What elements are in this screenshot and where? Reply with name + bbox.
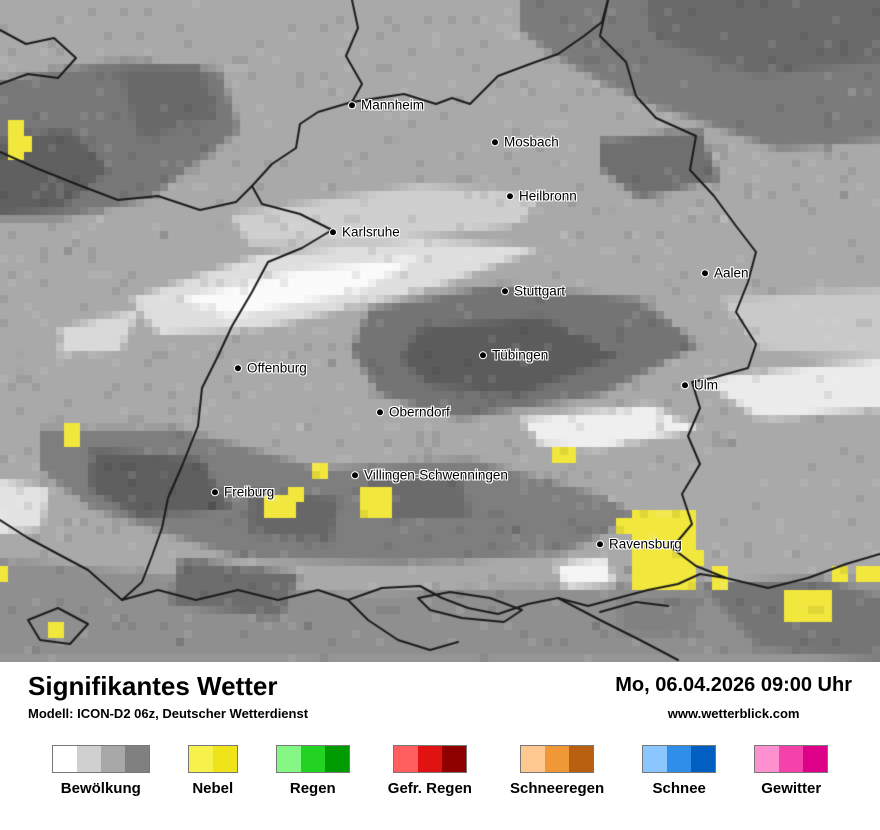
city-dot — [479, 351, 487, 359]
legend-color-swatch — [212, 746, 237, 772]
legend-color-swatch — [569, 746, 594, 772]
city-label: Karlsruhe — [342, 224, 400, 240]
legend-color-swatch — [52, 746, 77, 772]
city-marker-ulm: Ulm — [681, 378, 718, 392]
legend-swatches — [187, 745, 238, 773]
city-dot — [701, 269, 709, 277]
city-marker-villingen-schwenningen: Villingen-Schwenningen — [351, 468, 508, 482]
legend-color-swatch — [691, 746, 716, 772]
city-marker-karlsruhe: Karlsruhe — [329, 225, 400, 239]
city-label: Heilbronn — [519, 188, 577, 204]
website-url: www.wetterblick.com — [667, 706, 800, 721]
legend-label: Nebel — [192, 780, 234, 797]
city-label: Aalen — [714, 265, 749, 281]
legend-swatches — [642, 745, 717, 773]
legend-color-swatch — [417, 746, 442, 772]
legend-color-swatch — [124, 746, 149, 772]
city-dot — [329, 228, 337, 236]
weather-map: Mannheim Mosbach Heilbronn Karlsruhe Aalen St… — [0, 0, 880, 662]
city-label: Mannheim — [361, 97, 425, 113]
legend-label: Schnee — [652, 780, 706, 797]
city-dot — [376, 408, 384, 416]
city-label: Stuttgart — [514, 283, 566, 299]
legend-label: Bewölkung — [60, 780, 141, 797]
legend-color-swatch — [545, 746, 570, 772]
legend-item-regen: Regen — [275, 745, 350, 797]
city-marker-heilbronn: Heilbronn — [506, 189, 577, 203]
legend-color-swatch — [803, 746, 828, 772]
legend-swatches — [754, 745, 829, 773]
legend-label: Gefr. Regen — [387, 780, 472, 797]
city-dot — [681, 381, 689, 389]
city-label: Tübingen — [492, 347, 549, 363]
legend-item-schneeregen: Schneeregen — [510, 745, 604, 797]
legend-color-swatch — [324, 746, 349, 772]
footer-right: Mo, 06.04.2026 09:00 Uhr www.wetterblick… — [615, 672, 852, 721]
legend-color-swatch — [188, 746, 213, 772]
forecast-datetime: Mo, 06.04.2026 09:00 Uhr — [615, 674, 852, 696]
legend-swatches — [520, 745, 595, 773]
city-label: Ulm — [694, 377, 718, 393]
legend-item-schnee: Schnee — [642, 745, 717, 797]
footer: Signifikantes Wetter Modell: ICON-D2 06z… — [0, 662, 880, 797]
legend-item-gewitter: Gewitter — [754, 745, 829, 797]
model-info: Modell: ICON-D2 06z, Deutscher Wetterdie… — [28, 705, 309, 721]
city-label: Mosbach — [504, 134, 559, 150]
city-dot — [491, 138, 499, 146]
city-marker-t-bingen: Tübingen — [479, 348, 548, 362]
legend-color-swatch — [441, 746, 466, 772]
city-marker-aalen: Aalen — [701, 266, 749, 280]
city-marker-stuttgart: Stuttgart — [501, 284, 565, 298]
legend-color-swatch — [643, 746, 668, 772]
city-layer: Mannheim Mosbach Heilbronn Karlsruhe Aalen St… — [211, 98, 749, 551]
city-dot — [211, 488, 219, 496]
city-dot — [596, 540, 604, 548]
legend-color-swatch — [393, 746, 418, 772]
legend-color-swatch — [76, 746, 101, 772]
legend-swatches — [51, 745, 150, 773]
legend-swatches — [275, 745, 350, 773]
legend-item-nebel: Nebel — [187, 745, 238, 797]
map-canvas — [0, 0, 880, 662]
city-dot — [351, 471, 359, 479]
legend-color-swatch — [100, 746, 125, 772]
city-marker-oberndorf: Oberndorf — [376, 405, 450, 419]
city-marker-mannheim: Mannheim — [348, 98, 424, 112]
city-label: Villingen-Schwenningen — [364, 467, 508, 483]
legend-label: Gewitter — [761, 780, 822, 797]
footer-left: Signifikantes Wetter Modell: ICON-D2 06z… — [28, 672, 308, 721]
legend-label: Schneeregen — [509, 780, 605, 797]
legend-color-swatch — [521, 746, 546, 772]
city-label: Ravensburg — [609, 536, 682, 552]
legend-item-bew-lkung: Bewölkung — [51, 745, 150, 797]
city-marker-offenburg: Offenburg — [234, 361, 307, 375]
city-marker-mosbach: Mosbach — [491, 135, 559, 149]
city-dot — [348, 101, 356, 109]
city-label: Oberndorf — [389, 404, 450, 420]
legend: Bewölkung Nebel Regen Gefr. Regen Schneerege… — [28, 745, 852, 797]
city-dot — [501, 287, 509, 295]
legend-color-swatch — [755, 746, 780, 772]
page-title: Signifikantes Wetter — [28, 671, 278, 701]
city-dot — [234, 364, 242, 372]
legend-label: Regen — [289, 780, 336, 797]
city-marker-ravensburg: Ravensburg — [596, 537, 682, 551]
legend-color-swatch — [276, 746, 301, 772]
legend-color-swatch — [667, 746, 692, 772]
city-label: Offenburg — [247, 360, 307, 376]
city-marker-freiburg: Freiburg — [211, 485, 274, 499]
legend-color-swatch — [779, 746, 804, 772]
legend-color-swatch — [300, 746, 325, 772]
legend-swatches — [392, 745, 467, 773]
city-dot — [506, 192, 514, 200]
legend-item-gefr-regen: Gefr. Regen — [388, 745, 472, 797]
city-label: Freiburg — [224, 484, 275, 500]
